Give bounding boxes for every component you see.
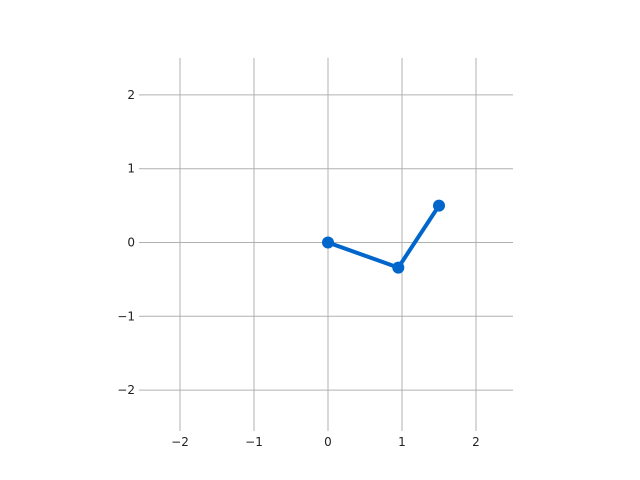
x-tick-labels: −2 −1 0 1 2: [171, 427, 480, 449]
series-layer: [322, 199, 445, 274]
x-tick-label: 1: [398, 435, 406, 449]
x-tick-label: −1: [245, 435, 263, 449]
y-tick-label: 0: [127, 236, 135, 250]
x-tick-label: 2: [472, 435, 480, 449]
data-point: [392, 261, 405, 274]
x-tick-label: 0: [324, 435, 332, 449]
data-point: [322, 236, 334, 249]
y-gridlines: [143, 94, 513, 391]
series-line: [326, 203, 441, 270]
x-tick-label: −2: [171, 435, 189, 449]
y-tick-label: 2: [127, 88, 135, 102]
y-tick-label: 1: [127, 162, 135, 176]
y-tick-labels: −2 −1 0 1 2: [117, 88, 143, 397]
data-point: [433, 199, 445, 212]
y-tick-label: −1: [117, 309, 135, 323]
y-tick-label: −2: [117, 383, 135, 397]
